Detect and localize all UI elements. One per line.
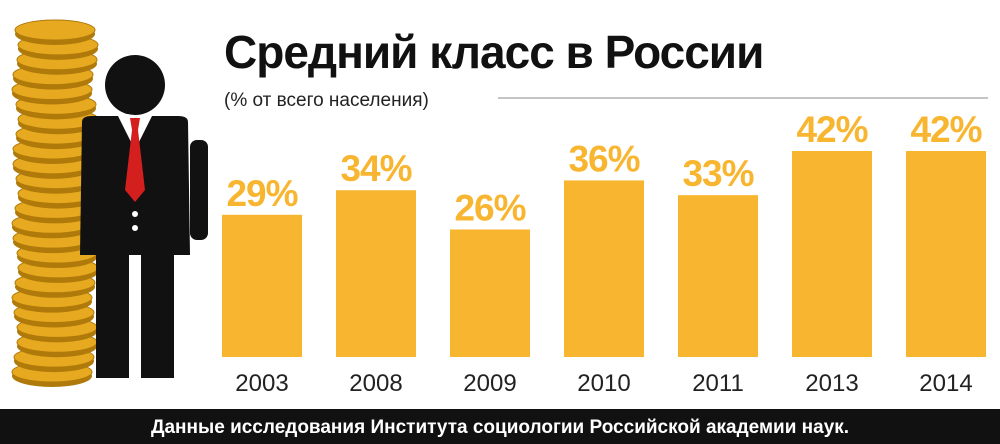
chart-subtitle: (% от всего населения) (224, 90, 429, 111)
bar (792, 151, 872, 357)
footer-source: Данные исследования Института социологии… (151, 417, 849, 438)
person-tie (125, 118, 145, 202)
person-left-leg (96, 250, 129, 378)
bar-value-label: 26% (454, 187, 525, 228)
person-head (105, 55, 165, 115)
x-tick-label: 2013 (805, 370, 858, 397)
x-tick-label: 2008 (349, 370, 402, 397)
x-tick-label: 2003 (235, 370, 288, 397)
bar-series: 29% 2003 34% 2008 26% 2009 36% 2010 33% 2011 42% 20… (222, 109, 986, 397)
bar-value-label: 29% (226, 173, 297, 214)
footer-band (0, 409, 1000, 444)
x-tick-label: 2014 (919, 370, 972, 397)
x-tick-label: 2009 (463, 370, 516, 397)
bar-value-label: 36% (568, 138, 639, 179)
chart-title: Средний класс в России (224, 26, 763, 78)
bar (678, 195, 758, 357)
bar-value-label: 42% (796, 109, 867, 150)
bar (222, 214, 302, 357)
bar (336, 190, 416, 357)
bar-value-label: 34% (340, 148, 411, 189)
bar (564, 180, 644, 357)
businessman-icon (80, 55, 208, 378)
x-tick-label: 2011 (692, 370, 744, 397)
person-right-leg (141, 250, 174, 378)
bar (450, 229, 530, 357)
coin-stack-icon (11, 19, 99, 387)
coin-face (14, 19, 96, 41)
bar-value-label: 33% (682, 153, 753, 194)
x-tick-label: 2010 (577, 370, 630, 397)
jacket-button (132, 211, 138, 217)
jacket-button (132, 225, 138, 231)
bar (906, 151, 986, 357)
person-arm (190, 140, 208, 240)
bar-value-label: 42% (910, 109, 981, 150)
